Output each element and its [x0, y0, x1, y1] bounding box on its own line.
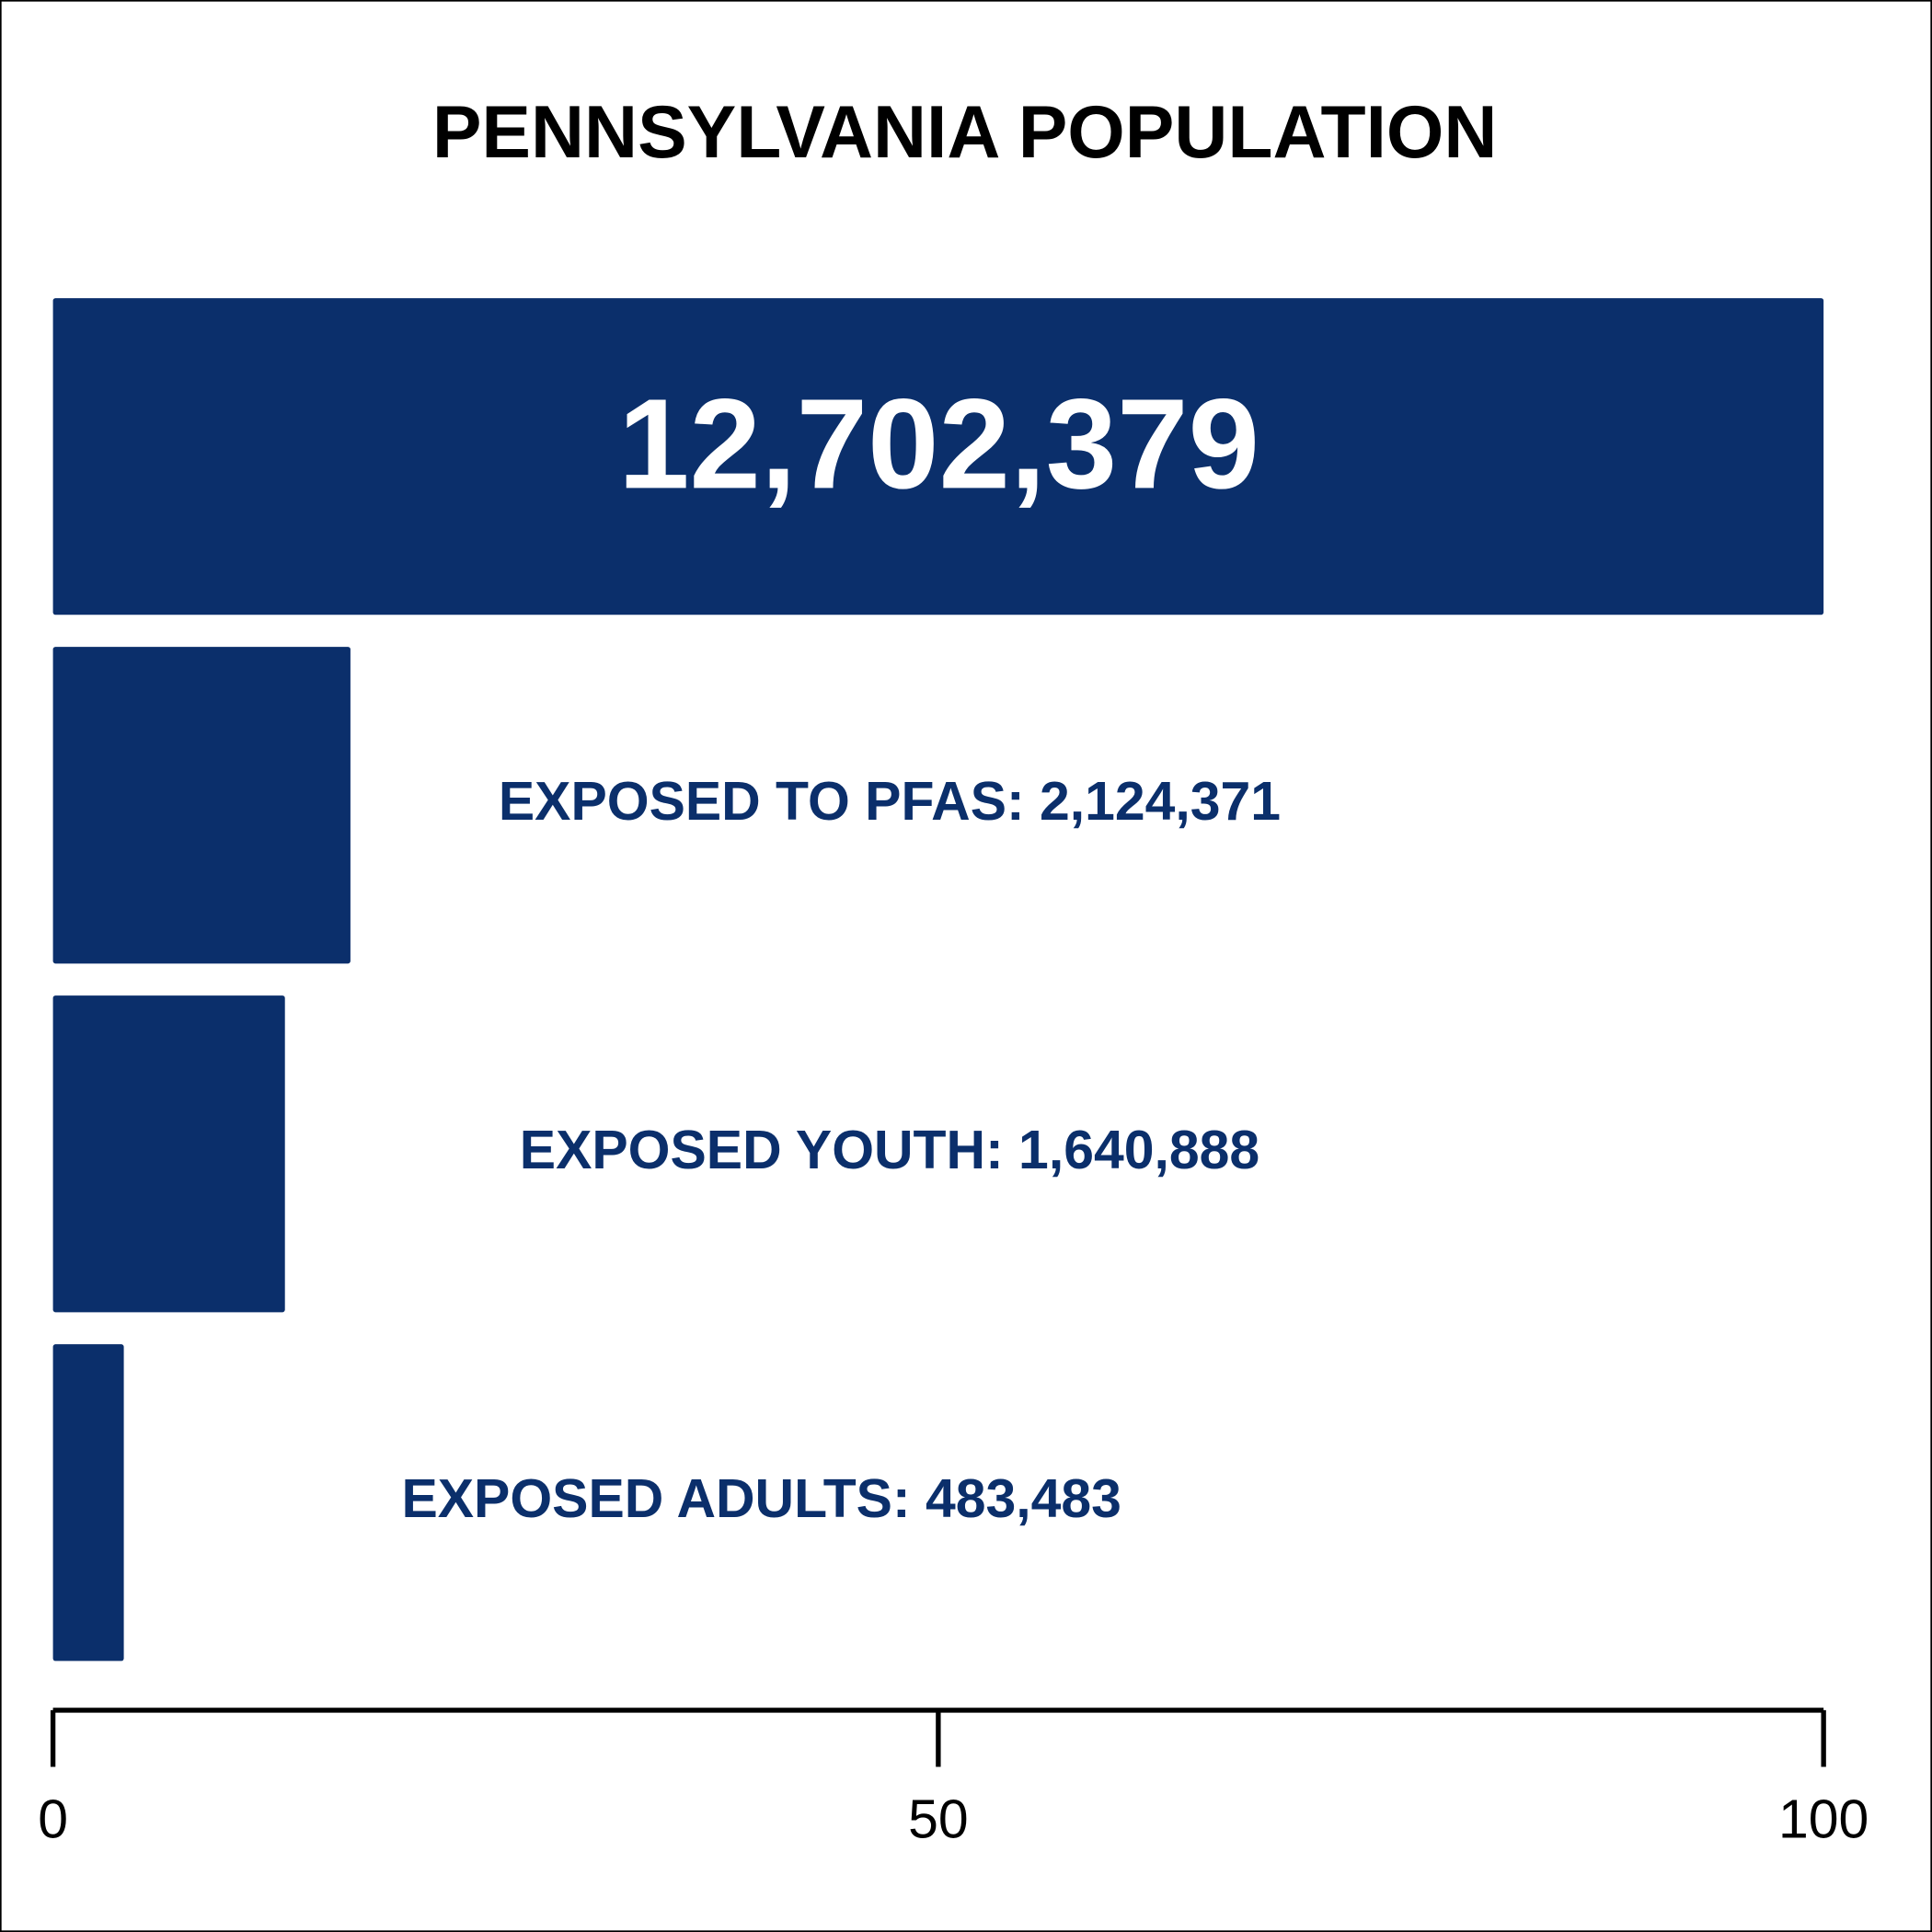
- bar-annotation: EXPOSED YOUTH: 1,640,888: [520, 1121, 1259, 1180]
- bar: [52, 995, 285, 1313]
- bar-value-label: 12,702,379: [618, 372, 1259, 515]
- x-tick-label: 100: [1778, 1790, 1869, 1850]
- x-tick-label: 0: [38, 1790, 68, 1850]
- x-tick-label: 50: [908, 1790, 969, 1850]
- bar: [52, 647, 351, 964]
- chart-title: PENNSYLVANIA POPULATION: [432, 91, 1498, 174]
- bar: [52, 298, 1824, 615]
- bar-annotation: EXPOSED TO PFAS: 2,124,371: [499, 772, 1281, 832]
- bar-annotation: EXPOSED ADULTS: 483,483: [401, 1469, 1121, 1529]
- bar: [52, 1344, 124, 1662]
